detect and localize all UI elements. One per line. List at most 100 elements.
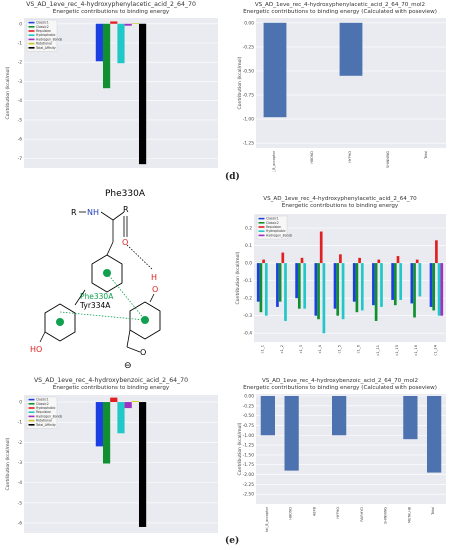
bar-repulsion <box>339 254 342 264</box>
legend-label: Hydrophobic <box>36 33 56 37</box>
bar-hydrophobic <box>399 263 403 300</box>
legend-swatch <box>258 230 265 232</box>
nh-label: NH <box>87 208 99 217</box>
bar-classic1 <box>410 263 414 304</box>
y-axis-label: Contribution (kcal/mol) <box>237 422 243 475</box>
bar-classic2 <box>413 263 416 318</box>
bar-classic2 <box>336 263 340 316</box>
y-tick-label: 0 <box>19 400 22 406</box>
x-tick-label: HBOND <box>310 151 314 164</box>
chart-d-title: VS_AD_1eve_rec_4-hydroxybenzoic_acid_2_6… <box>33 377 189 384</box>
chart-panel-d: VS_AD_1eve_rec_4-hydroxybenzoic_acid_2_6… <box>0 376 222 536</box>
bar-classic1 <box>372 263 375 306</box>
bar-classic1 <box>256 263 260 302</box>
bar-metalhb <box>403 395 418 440</box>
chart-e-subtitle: Energetic contributions to binding energ… <box>243 385 437 391</box>
carboxyl-o-label: O <box>140 348 146 357</box>
y-tick-label: -1 <box>18 420 23 426</box>
legend-label: Hydrophobic <box>36 406 56 410</box>
x-tick-label: metal_B_acceptor <box>272 150 276 172</box>
y-tick-label: -1.25 <box>243 443 255 449</box>
legend-swatch <box>258 226 265 228</box>
x-tick-label: c1_15 <box>395 345 399 356</box>
legend-swatch <box>28 38 35 41</box>
x-tick-label: c1_16 <box>414 344 418 355</box>
hydroxyl-o-label: O <box>152 285 158 294</box>
chart-c-title: VS_AD_1eve_rec_4-hydroxyphenylacetic_aci… <box>263 196 417 202</box>
y-tick-label: -0.25 <box>243 44 255 50</box>
bar-repulsion <box>415 259 419 264</box>
x-tick-label: metal_B_acceptor <box>265 506 269 532</box>
bar-total-affinity <box>138 23 147 165</box>
x-tick-label: Total <box>431 507 435 516</box>
y-tick-label: -2 <box>18 60 23 66</box>
chart-panel-a: VS_AD_1eve_rec_4-hydroxyphenylacetic_aci… <box>0 0 222 172</box>
x-tick-label: c1_2 <box>280 345 284 353</box>
y-tick-label: 0.00 <box>244 393 254 399</box>
legend-label: Rotational <box>36 419 52 423</box>
bar-classic1 <box>333 263 337 309</box>
y-tick-label: 0.0 <box>245 261 252 267</box>
tyr334a-label: Tyr334A <box>79 301 111 310</box>
bar-metal-b-acceptor <box>263 22 287 118</box>
legend-label: Hydrogen_Bonds <box>36 37 63 41</box>
bar-classic2 <box>297 263 301 309</box>
bar-hypho <box>339 22 363 76</box>
x-tick-label: Total <box>424 151 428 160</box>
bar-hydrophobic <box>380 263 383 307</box>
y-tick-label: -2.25 <box>243 482 255 488</box>
y-axis-label: Contribution (kcal/mol) <box>237 56 243 109</box>
bar-classic2 <box>374 263 378 321</box>
chart-panel-b: VS_AD_1eve_rec_4-hydroxyphenylacetic_aci… <box>228 0 452 172</box>
chart-c-plot: 0.2 0.1 0.0 -0.1 -0.2 -0.3 -0.4 Contribution (k… <box>235 214 446 356</box>
y-tick-label: -0.50 <box>243 68 255 74</box>
r-left-label: R <box>71 208 77 217</box>
bar-hydrophobic <box>303 263 307 309</box>
bar-classic1 <box>295 263 298 299</box>
bar-repulsion <box>377 259 381 264</box>
y-tick-label: -4 <box>18 480 23 486</box>
bar-classic1 <box>95 23 103 62</box>
y-tick-label: -1.50 <box>243 452 255 458</box>
bar-repulsion <box>110 21 118 24</box>
legend-swatch <box>28 415 35 418</box>
y-tick-label: -0.3 <box>243 313 252 319</box>
legend-swatch <box>28 411 35 413</box>
bar-repulsion <box>281 252 285 264</box>
legend-swatch <box>258 217 265 220</box>
legend-label: Repulsion <box>266 225 281 229</box>
chart-a-title: VS_AD_1eve_rec_4-hydroxyphenylacetic_aci… <box>26 1 196 8</box>
bar-classic1 <box>314 263 318 316</box>
chart-e-title: VS_AD_1eve_rec_4-hydroxybenzoic_acid_2_6… <box>261 378 419 384</box>
legend-label: Classic1 <box>36 21 49 25</box>
y-tick-label: -1.00 <box>243 117 255 123</box>
y-axis-label: Contribution (kcal/mol) <box>235 251 241 304</box>
legend-swatch <box>28 47 35 49</box>
bar-classic2 <box>355 263 359 313</box>
bar-hydrophobic <box>437 263 441 316</box>
x-tick-label: c1_6 <box>357 344 361 353</box>
y-tick-label: -4 <box>18 98 23 104</box>
legend-label: Hydrogen_Bonds <box>266 233 293 237</box>
legend-label: Rotational <box>36 42 52 46</box>
bar-hydrophobic <box>360 263 364 311</box>
bar-classic2 <box>102 402 111 464</box>
chart-b-plot: 0.00 -0.25 -0.50 -0.75 -1.00 -1.25 Contributio… <box>237 18 446 172</box>
bar-classic2 <box>393 263 397 306</box>
bar-hydrophobic <box>322 263 326 334</box>
x-tick-label: HYPHO <box>336 507 340 519</box>
x-tick-label: c1_4 <box>318 344 322 353</box>
molecule-diagram: Phe330A R NH R O H O Phe330A Tyr334A HO … <box>0 182 222 378</box>
y-axis-label: Contribution (kcal/mol) <box>5 66 11 119</box>
x-tick-label: c1_5 <box>337 345 341 353</box>
y-axis-label: Contribution (kcal/mol) <box>5 437 11 490</box>
y-tick-label: -3 <box>18 79 23 85</box>
bar-hydrophobic <box>264 263 268 316</box>
x-tick-label: METALHB <box>407 506 411 523</box>
legend-swatch <box>28 419 35 422</box>
chart-b-title: VS_AD_1eve_rec_4-hydroxyphenylacetic_aci… <box>254 2 426 8</box>
bar-hydrophobic <box>418 263 422 297</box>
panel-label-d: (d) <box>225 172 240 182</box>
y-tick-label: -0.75 <box>243 423 255 429</box>
carbonyl-o-label: O <box>122 238 128 247</box>
